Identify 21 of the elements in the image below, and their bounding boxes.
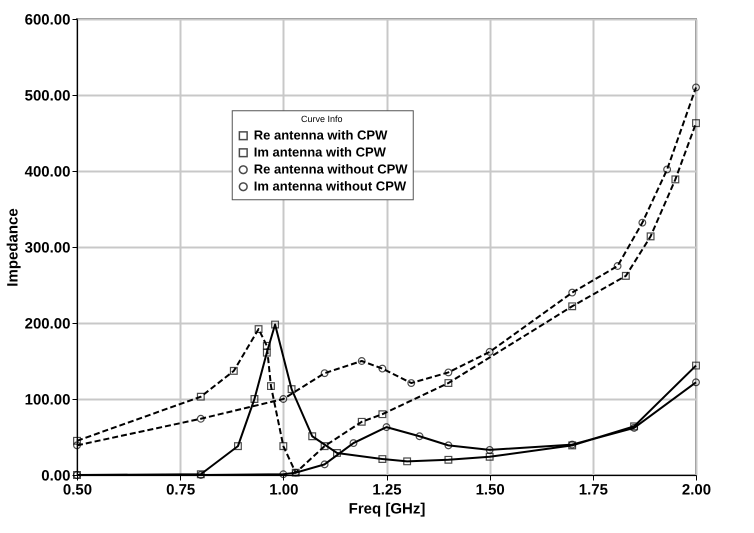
y-axis-title: Impedance bbox=[4, 208, 22, 287]
legend-label: Im antenna with CPW bbox=[254, 144, 387, 160]
x-tick-label: 0.75 bbox=[166, 482, 196, 498]
y-tick-label: 600.00 bbox=[24, 12, 70, 28]
legend-label: Re antenna with CPW bbox=[254, 128, 388, 143]
y-tick-label: 300.00 bbox=[24, 240, 70, 256]
y-tick-label: 0.00 bbox=[41, 468, 70, 484]
x-tick-label: 2.00 bbox=[682, 482, 712, 498]
legend-title: Curve Info bbox=[300, 114, 343, 124]
x-tick-label: 1.50 bbox=[476, 482, 505, 498]
x-tick-label: 0.50 bbox=[62, 482, 92, 498]
y-tick-label: 200.00 bbox=[24, 316, 70, 332]
legend-label: Im antenna without CPW bbox=[254, 178, 407, 194]
legend-label: Re antenna without CPW bbox=[254, 162, 408, 177]
y-tick-label: 500.00 bbox=[24, 88, 70, 104]
y-tick-label: 400.00 bbox=[24, 164, 70, 180]
y-tick-label: 100.00 bbox=[24, 392, 70, 408]
x-axis-title: Freq [GHz] bbox=[348, 500, 426, 518]
x-tick-label: 1.25 bbox=[372, 482, 402, 498]
x-tick-label: 1.00 bbox=[269, 482, 298, 498]
x-tick-label: 1.75 bbox=[578, 482, 608, 498]
